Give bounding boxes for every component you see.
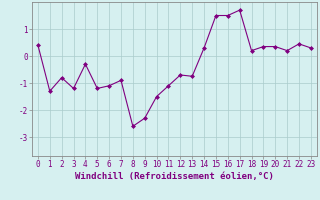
X-axis label: Windchill (Refroidissement éolien,°C): Windchill (Refroidissement éolien,°C) [75,172,274,181]
